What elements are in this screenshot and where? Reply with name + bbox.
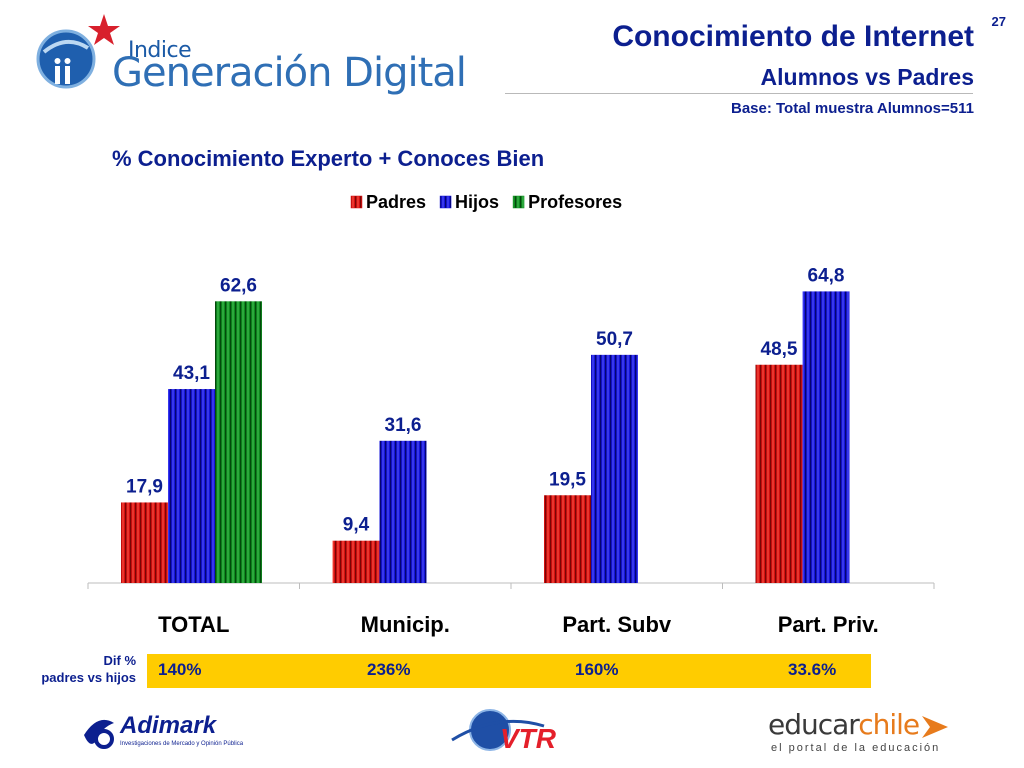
adimark-text: Adimark bbox=[120, 712, 217, 739]
header-divider bbox=[505, 93, 973, 94]
logo-brand-text: Generación Digital bbox=[112, 50, 467, 96]
bar-padres-part-priv bbox=[755, 364, 803, 583]
adimark-logo bbox=[84, 719, 114, 749]
vtr-text: VTR bbox=[500, 723, 557, 754]
data-label-padres-part-priv: 48,5 bbox=[761, 339, 798, 360]
chart-legend: Padres Hijos Profesores bbox=[350, 192, 622, 212]
legend-swatch-padres bbox=[350, 195, 363, 209]
generacion-digital-logo bbox=[36, 14, 120, 89]
diff-value-part-subv: 160% bbox=[575, 660, 619, 679]
x-tick-label-total: TOTAL bbox=[158, 612, 229, 637]
educarchile-arrow-icon bbox=[922, 716, 948, 738]
x-axis: TOTAL Municip. Part. Subv Part. Priv. bbox=[87, 582, 935, 637]
data-label-padres-municip: 9,4 bbox=[343, 515, 370, 536]
data-label-padres-total: 17,9 bbox=[126, 476, 163, 497]
x-tick-label-part-priv: Part. Priv. bbox=[778, 612, 879, 637]
educarchile-tagline: el portal de la educación bbox=[771, 742, 941, 754]
diff-value-municip: 236% bbox=[367, 660, 411, 679]
educarchile-logo-text: educarchile bbox=[768, 708, 920, 741]
bar-padres-municip bbox=[332, 540, 380, 583]
bar-hijos-total bbox=[168, 389, 215, 583]
bar-hijos-municip bbox=[379, 440, 427, 583]
data-label-padres-part-subv: 19,5 bbox=[549, 469, 586, 490]
slide-subtitle: Alumnos vs Padres bbox=[760, 64, 974, 90]
vtr-logo: VTR bbox=[451, 709, 557, 754]
data-label-profesores-total: 62,6 bbox=[220, 275, 257, 296]
diff-label: Dif % padres vs hijos bbox=[18, 652, 136, 686]
slide-title: Conocimiento de Internet bbox=[612, 20, 974, 53]
diff-value-part-priv: 33.6% bbox=[788, 660, 837, 679]
sample-base-note: Base: Total muestra Alumnos=511 bbox=[730, 100, 974, 117]
data-label-hijos-municip: 31,6 bbox=[385, 415, 422, 436]
legend-label-profesores: Profesores bbox=[528, 192, 622, 212]
educar-part: educar bbox=[768, 708, 859, 741]
data-label-hijos-part-subv: 50,7 bbox=[596, 329, 633, 350]
bars bbox=[121, 291, 850, 583]
diff-label-line1: Dif % bbox=[103, 653, 137, 668]
legend-label-hijos: Hijos bbox=[455, 192, 499, 212]
legend-swatch-profesores bbox=[512, 195, 525, 209]
data-label-hijos-total: 43,1 bbox=[173, 363, 210, 384]
diff-band bbox=[147, 654, 871, 688]
data-labels: 17,9 43,1 62,6 9,4 31,6 19,5 50,7 48,5 64,8 bbox=[126, 265, 844, 535]
diff-value-total: 140% bbox=[158, 660, 202, 679]
legend-label-padres: Padres bbox=[366, 192, 426, 212]
chart-title: % Conocimiento Experto + Conoces Bien bbox=[112, 146, 545, 171]
data-label-hijos-part-priv: 64,8 bbox=[808, 265, 845, 286]
diff-label-line2: padres vs hijos bbox=[41, 670, 136, 685]
legend-swatch-hijos bbox=[439, 195, 452, 209]
star-icon bbox=[88, 14, 120, 45]
bar-profesores-total bbox=[215, 301, 262, 583]
bar-padres-part-subv bbox=[544, 495, 591, 583]
bar-padres-total bbox=[121, 502, 168, 583]
bar-hijos-part-priv bbox=[802, 291, 850, 583]
x-tick-label-municip: Municip. bbox=[361, 612, 450, 637]
chile-part: chile bbox=[858, 708, 920, 741]
vtr-globe-icon bbox=[470, 710, 510, 750]
page-number: 27 bbox=[991, 14, 1006, 29]
x-tick-label-part-subv: Part. Subv bbox=[562, 612, 672, 637]
bar-hijos-part-subv bbox=[591, 354, 638, 583]
adimark-subtext: Investigaciones de Mercado y Opinión Púb… bbox=[120, 741, 244, 747]
logo-indice-text: Indice bbox=[128, 38, 192, 63]
